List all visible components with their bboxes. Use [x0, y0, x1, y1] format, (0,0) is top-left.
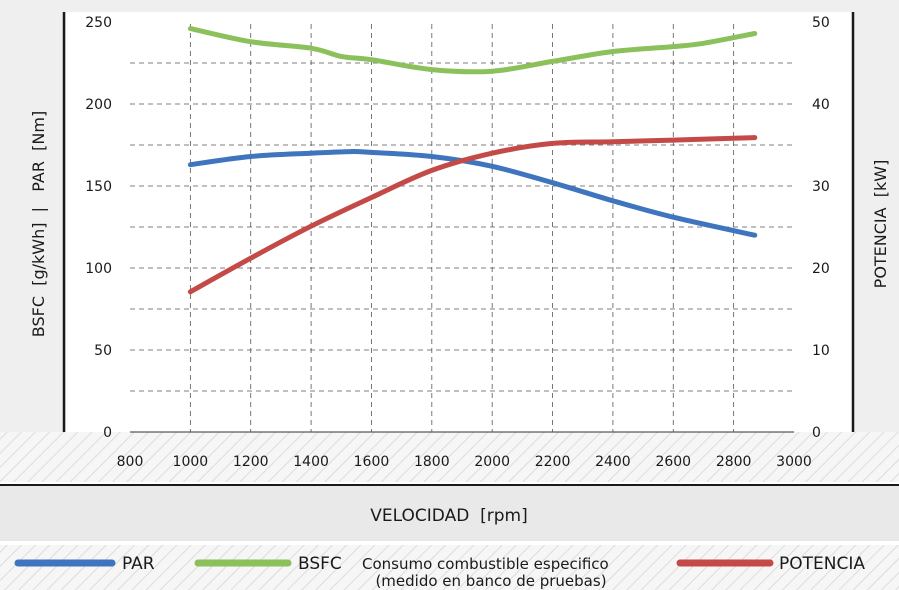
y-right-tick-labels: 0 10 20 30 40 50: [812, 15, 830, 441]
legend-label-bsfc: BSFC: [298, 554, 342, 574]
y-left-tick-labels: 0 50 100 150 200 250: [85, 15, 112, 441]
x-tick-label: 2800: [716, 454, 752, 470]
plot-area: [66, 12, 852, 432]
x-tick-band: [0, 432, 899, 482]
x-tick-label: 2600: [655, 454, 691, 470]
y-right-tick-label: 50: [812, 15, 830, 31]
x-tick-label: 1400: [293, 454, 329, 470]
grid: [130, 24, 794, 433]
x-tick-label: 1600: [354, 454, 390, 470]
y-left-tick-label: 50: [94, 343, 112, 359]
legend-desc-bsfc: Consumo combustible especifico: [362, 555, 609, 573]
y-left-tick-label: 200: [85, 97, 112, 113]
legend: PAR BSFC Consumo combustible especifico …: [14, 554, 865, 590]
y-right-tick-label: 40: [812, 97, 830, 113]
x-tick-label: 2200: [535, 454, 571, 470]
series-line-bsfc: [187, 26, 758, 75]
x-tick-label: 800: [117, 454, 144, 470]
legend-desc2-bsfc: (medido en banco de pruebas): [375, 572, 606, 590]
x-tick-label: 2000: [474, 454, 510, 470]
y-right-tick-label: 20: [812, 261, 830, 277]
legend-label-potencia: POTENCIA: [779, 554, 865, 574]
y-left-tick-label: 100: [85, 261, 112, 277]
x-tick-labels: 800 1000 1200 1400 1600 1800 2000 2200 2400 2600 2…: [117, 454, 812, 470]
y-right-tick-label: 30: [812, 179, 830, 195]
y-right-tick-label: 10: [812, 343, 830, 359]
y-left-axis-title: BSFC [g/kWh] | PAR [Nm]: [29, 111, 48, 337]
x-tick-label: 2400: [595, 454, 631, 470]
x-tick-label: 1200: [233, 454, 269, 470]
y-left-tick-label: 250: [85, 15, 112, 31]
y-right-axis-title: POTENCIA [kW]: [871, 160, 890, 289]
x-title-band: [0, 486, 899, 541]
legend-band: [0, 545, 899, 590]
y-left-tick-label: 150: [85, 179, 112, 195]
legend-label-par: PAR: [122, 554, 155, 574]
series-lines: [187, 26, 758, 295]
x-axis-title: VELOCIDAD [rpm]: [370, 506, 527, 526]
x-tick-label: 3000: [776, 454, 812, 470]
y-left-tick-label: 0: [103, 425, 112, 441]
series-line-potencia: [187, 135, 758, 295]
y-right-tick-label: 0: [812, 425, 821, 441]
x-tick-label: 1000: [173, 454, 209, 470]
x-tick-label: 1800: [414, 454, 450, 470]
series-line-par: [187, 149, 758, 238]
